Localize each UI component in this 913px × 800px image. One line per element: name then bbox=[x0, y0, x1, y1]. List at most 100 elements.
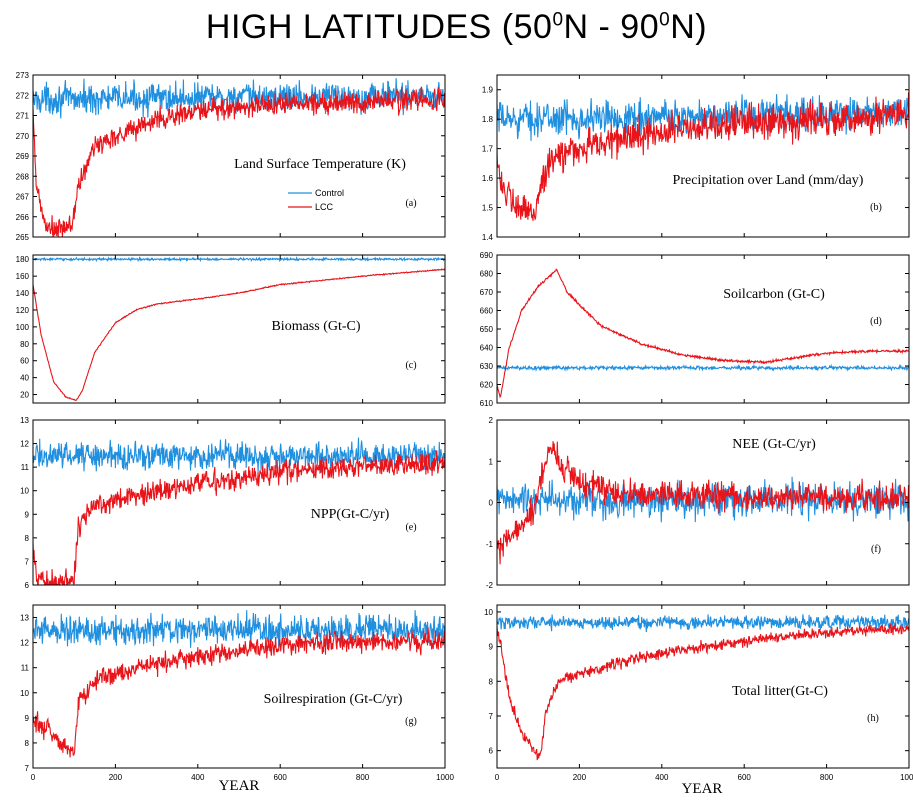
panel-tag-b: (b) bbox=[870, 202, 882, 213]
y-tick-label: 9 bbox=[489, 643, 494, 652]
y-tick-label: 11 bbox=[21, 463, 30, 472]
series-line-lcc-e bbox=[33, 450, 445, 585]
y-tick-label: 160 bbox=[16, 272, 30, 281]
series-line-control-g bbox=[33, 610, 445, 648]
figure-title: HIGH LATITUDES (500N - 900N) bbox=[0, 8, 913, 47]
y-tick-label: 1.8 bbox=[482, 115, 494, 124]
y-tick-label: 1.7 bbox=[482, 145, 494, 154]
legend: Control LCC bbox=[288, 188, 344, 212]
title-text-mid: N - 90 bbox=[563, 8, 660, 46]
plot-frame-h bbox=[496, 604, 910, 769]
y-tick-label: 60 bbox=[20, 357, 29, 366]
y-tick-label: 13 bbox=[20, 416, 29, 425]
panel-d: 610 620 630 640 650 660 670 680 690 Soilcarbon (G… bbox=[480, 251, 910, 408]
y-tick-label: 9 bbox=[25, 510, 30, 519]
x-tick-label: 400 bbox=[655, 773, 669, 782]
x-tick-label: 1000 bbox=[900, 773, 913, 782]
x-tick-label: 0 bbox=[495, 773, 500, 782]
y-tick-label: 272 bbox=[16, 91, 30, 100]
x-tick-label: 200 bbox=[109, 773, 123, 782]
y-tick-label: 80 bbox=[20, 340, 29, 349]
y-tick-label: 10 bbox=[20, 487, 29, 496]
y-tick-label: 650 bbox=[480, 325, 494, 334]
y-tick-label: 610 bbox=[480, 399, 494, 408]
panel-title-g: Soilrespiration (Gt-C/yr) bbox=[264, 692, 403, 707]
panel-title-f: NEE (Gt-C/yr) bbox=[732, 437, 816, 452]
y-tick-label: 10 bbox=[20, 689, 29, 698]
y-tick-label: 10 bbox=[484, 608, 493, 617]
panel-tag-g: (g) bbox=[405, 716, 417, 727]
series-line-lcc-g bbox=[33, 627, 445, 758]
y-tick-label: 1 bbox=[489, 457, 494, 466]
y-tick-label: 1.5 bbox=[482, 204, 494, 213]
y-tick-label: 690 bbox=[480, 251, 494, 260]
y-tick-label: 9 bbox=[25, 714, 30, 723]
panel-title-b: Precipitation over Land (mm/day) bbox=[673, 173, 864, 188]
plot-frame-e bbox=[32, 419, 446, 586]
y-tick-label: 7 bbox=[25, 557, 30, 566]
title-superscript-2: 0 bbox=[659, 9, 671, 31]
panel-tag-h: (h) bbox=[867, 713, 879, 724]
panel-c: 20 40 60 80 100 120 140 160 180 Biomass (Gt-C) (c) bbox=[16, 254, 446, 404]
y-tick-label: 273 bbox=[16, 71, 30, 80]
plot-frame-d bbox=[496, 254, 910, 404]
series-line-control-e bbox=[33, 437, 445, 474]
y-tick-label: 266 bbox=[16, 213, 30, 222]
y-tick-label: 7 bbox=[25, 764, 30, 773]
y-tick-label: 180 bbox=[16, 255, 30, 264]
y-tick-label: 100 bbox=[16, 323, 30, 332]
y-tick-label: 12 bbox=[20, 440, 29, 449]
y-tick-label: 267 bbox=[16, 193, 30, 202]
panel-tag-d: (d) bbox=[870, 316, 882, 327]
series-line-lcc-c bbox=[33, 268, 445, 402]
plot-frame-b bbox=[496, 74, 910, 238]
x-tick-label: 200 bbox=[573, 773, 587, 782]
y-tick-label: 7 bbox=[489, 712, 494, 721]
y-tick-label: 2 bbox=[489, 416, 494, 425]
x-tick-label: 1000 bbox=[436, 773, 454, 782]
panel-title-e: NPP(Gt-C/yr) bbox=[311, 507, 390, 522]
y-tick-label: 0 bbox=[489, 499, 494, 508]
y-tick-label: 12 bbox=[20, 639, 29, 648]
plot-frame-g bbox=[32, 604, 446, 769]
y-tick-label: 8 bbox=[25, 534, 30, 543]
x-tick-label: 600 bbox=[274, 773, 288, 782]
y-tick-label: 670 bbox=[480, 288, 494, 297]
y-tick-label: 1.6 bbox=[482, 174, 494, 183]
x-tick-label: 0 bbox=[31, 773, 36, 782]
series-line-lcc-f bbox=[497, 441, 909, 565]
panel-tag-e: (e) bbox=[405, 522, 416, 533]
y-tick-label: 13 bbox=[20, 614, 29, 623]
x-axis-label-g: YEAR bbox=[219, 778, 260, 794]
y-tick-label: 680 bbox=[480, 270, 494, 279]
panel-f: -2 -1 0 1 2 NEE (Gt-C/yr) (f) bbox=[486, 416, 910, 590]
x-tick-label: 800 bbox=[820, 773, 834, 782]
y-tick-label: 8 bbox=[25, 739, 30, 748]
x-axis-label-h: YEAR bbox=[682, 781, 723, 797]
panel-tag-f: (f) bbox=[871, 544, 881, 555]
panel-h: 6 7 8 9 10 0 200 400 600 800 1000 Total litter(Gt-C… bbox=[484, 604, 913, 797]
panel-a: 265 266 267 268 269 270 271 272 273 Land Surface … bbox=[16, 71, 446, 242]
series-line-control-c bbox=[33, 256, 445, 263]
y-tick-label: -1 bbox=[486, 540, 494, 549]
panel-title-c: Biomass (Gt-C) bbox=[271, 319, 360, 334]
y-tick-label: 271 bbox=[16, 112, 30, 121]
series-line-control-d bbox=[497, 363, 909, 373]
panel-g: 7 8 9 10 11 12 13 0 200 400 600 800 1000 Soilrespirat… bbox=[20, 604, 454, 794]
y-tick-label: 40 bbox=[20, 374, 29, 383]
y-tick-label: 120 bbox=[16, 306, 30, 315]
y-tick-label: 8 bbox=[489, 677, 494, 686]
title-text-main: HIGH LATITUDES (50 bbox=[205, 8, 553, 46]
y-tick-label: 6 bbox=[489, 747, 494, 756]
y-tick-label: 269 bbox=[16, 152, 30, 161]
panel-title-h: Total litter(Gt-C) bbox=[732, 684, 828, 699]
legend-label-lcc: LCC bbox=[315, 202, 334, 212]
y-tick-label: 660 bbox=[480, 307, 494, 316]
series-line-lcc-d bbox=[497, 268, 909, 399]
x-tick-label: 800 bbox=[356, 773, 370, 782]
panel-title-a: Land Surface Temperature (K) bbox=[234, 157, 406, 172]
y-tick-label: 1.9 bbox=[482, 86, 494, 95]
panel-tag-c: (c) bbox=[405, 360, 416, 371]
y-tick-label: 20 bbox=[20, 391, 29, 400]
y-tick-label: 268 bbox=[16, 172, 30, 181]
